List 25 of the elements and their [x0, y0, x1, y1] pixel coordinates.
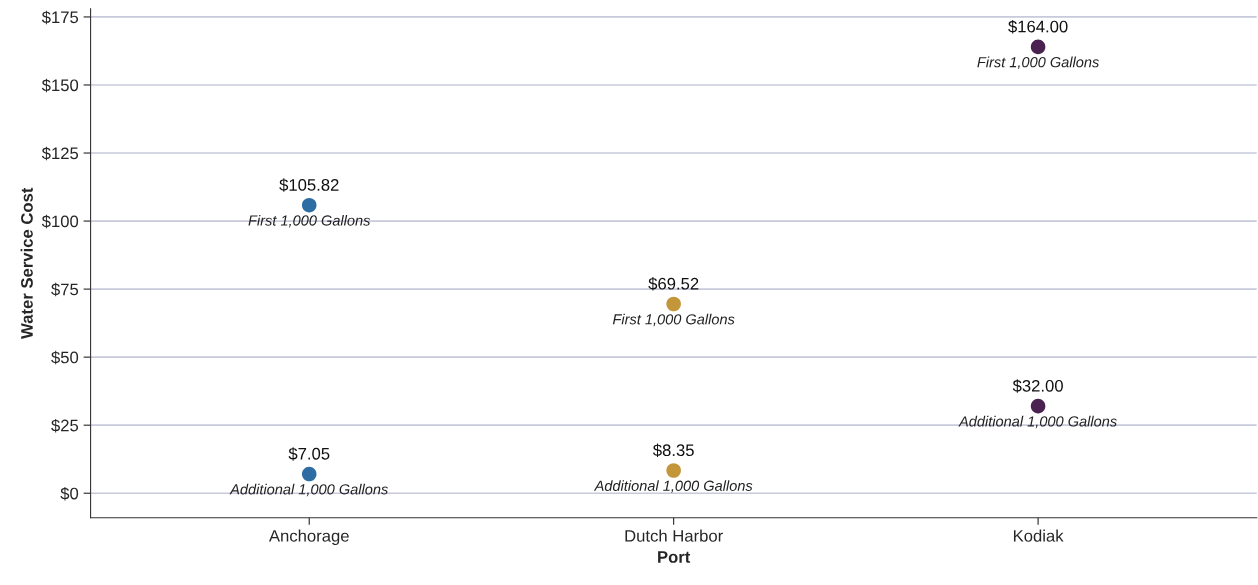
- y-tick-label: $125: [41, 146, 79, 161]
- y-tick-label: $150: [41, 78, 79, 93]
- y-tick-label: $75: [51, 282, 79, 297]
- y-tick-label: $0: [60, 486, 79, 501]
- data-label: $69.52: [648, 277, 699, 291]
- y-axis-title: Water Service Cost: [20, 187, 33, 339]
- data-label: $7.05: [288, 447, 330, 461]
- series-label: First 1,000 Gallons: [248, 214, 371, 228]
- x-axis-title: Port: [658, 551, 691, 563]
- text: Additional 1,000 Gallons: [958, 415, 1117, 429]
- y-tick-label: $175: [41, 10, 79, 25]
- x-tick-label: Dutch Harbor: [625, 529, 723, 542]
- series-label: Additional 1,000 Gallons: [229, 483, 388, 497]
- x-tick-label: Anchorage: [268, 529, 349, 546]
- data-label: $32.00: [1012, 379, 1063, 393]
- data-label: $105.82: [279, 178, 339, 192]
- data-label: $164.00: [1008, 19, 1068, 34]
- y-tick-label: $100: [41, 214, 79, 229]
- y-tick-label: $50: [51, 350, 79, 365]
- text: First 1,000 Gallons: [612, 313, 735, 327]
- text: Additional 1,000 Gallons: [593, 480, 753, 493]
- y-tick-label: $25: [51, 418, 79, 433]
- data-label: $8.35: [652, 443, 694, 458]
- text: First 1,000 Gallons: [977, 56, 1099, 70]
- x-tick-label: Kodiak: [1013, 529, 1064, 542]
